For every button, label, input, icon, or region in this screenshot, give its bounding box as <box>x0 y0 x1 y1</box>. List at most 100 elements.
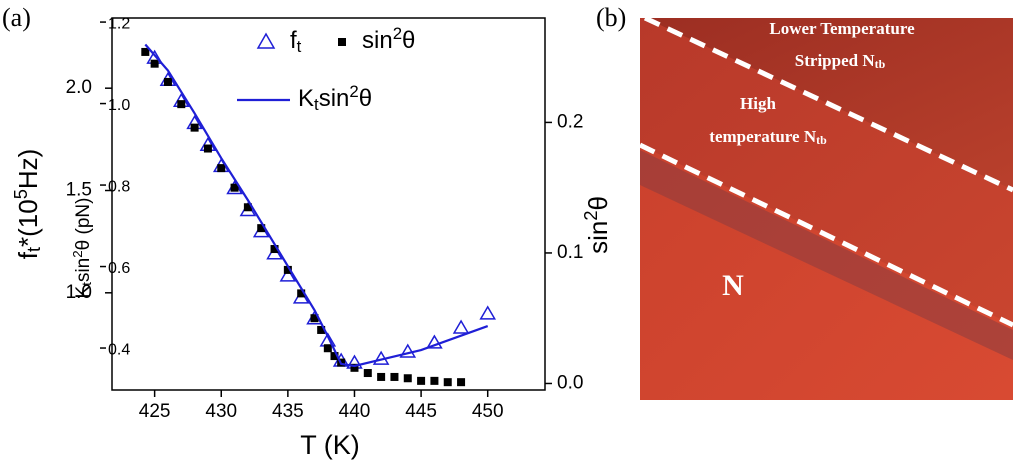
y3-tick-label: 0.4 <box>108 341 130 358</box>
plot: 425 430 435 440 445 450 1.0 1.5 2.0 0.0 0.1 0.2 0.4 0… <box>11 15 613 460</box>
marker <box>430 376 439 385</box>
marker <box>283 265 292 274</box>
marker <box>270 245 279 254</box>
text-segment: tb <box>875 57 886 71</box>
y3-tick-label: 1.2 <box>108 15 130 32</box>
marker <box>230 183 239 192</box>
text-segment: 2 <box>349 82 358 101</box>
marker <box>257 224 266 233</box>
marker <box>350 363 359 372</box>
marker <box>323 344 332 353</box>
marker <box>390 372 399 381</box>
y3-axis-label: Ktsin2θ (pN) <box>70 198 95 299</box>
marker <box>330 352 339 361</box>
legend-label: ft <box>290 27 302 55</box>
marker <box>310 314 319 323</box>
x-tick-label: 450 <box>472 401 504 422</box>
text-segment: θ <box>359 85 372 112</box>
micrograph: Lower Temperature Stripped Ntb High temp… <box>638 15 1013 400</box>
y3-tick-label: 0.8 <box>108 178 130 195</box>
x-tick-label: 445 <box>405 401 437 422</box>
plot-frame <box>111 17 546 391</box>
text-segment: t <box>24 247 44 252</box>
marker <box>203 144 212 153</box>
marker <box>141 47 150 56</box>
marker <box>190 123 199 132</box>
marker <box>417 376 426 385</box>
x-tick-label: 430 <box>205 401 237 422</box>
annotation: Stripped Ntb <box>795 51 886 71</box>
annotation: N <box>722 269 744 302</box>
marker <box>426 334 443 349</box>
y2-tick-label: 0.1 <box>557 242 583 263</box>
text-segment: Stripped N <box>795 51 876 70</box>
marker <box>443 378 452 387</box>
text-segment: K <box>298 85 314 112</box>
legend-label: Ktsin2θ <box>298 82 372 114</box>
text-segment: θ (pN) <box>73 198 94 251</box>
text-segment: t <box>314 95 319 114</box>
marker <box>163 77 172 86</box>
y3-tick-label: 1.0 <box>108 97 130 114</box>
x-tick-label: 425 <box>139 401 171 422</box>
y2-axis-label: sin2θ <box>581 196 613 254</box>
marker <box>479 305 497 320</box>
text-segment: sin <box>73 258 94 282</box>
marker <box>317 325 326 334</box>
text-segment: 2 <box>581 211 601 221</box>
boundary-line <box>643 15 1013 193</box>
text-segment: sin <box>319 85 350 112</box>
y2-tick-label: 0.0 <box>557 372 583 393</box>
marker <box>452 319 470 334</box>
y-tick-label: 1.0 <box>66 282 92 303</box>
text-segment: θ <box>402 27 415 54</box>
text-segment: K <box>73 285 94 298</box>
text-segment: θ <box>583 196 613 210</box>
x-tick-label: 440 <box>339 401 371 422</box>
text-segment: t <box>297 37 302 56</box>
y3-tick-label: 0.6 <box>108 260 130 277</box>
text-segment: *(10 <box>13 199 43 247</box>
y-tick-label: 1.5 <box>66 180 92 201</box>
text-segment: t <box>79 282 94 286</box>
dark-band <box>640 150 1013 360</box>
text-segment: tb <box>816 133 827 147</box>
marker <box>177 100 186 109</box>
marker <box>279 267 297 282</box>
marker <box>150 59 159 68</box>
x-tick-label: 435 <box>272 401 304 422</box>
text-segment: f <box>13 251 43 259</box>
marker <box>217 164 226 173</box>
annotation: temperature Ntb <box>709 127 827 147</box>
text-segment: 5 <box>11 189 31 199</box>
panel-label: (a) <box>2 3 31 32</box>
x-axis-label: T (K) <box>300 430 360 460</box>
marker <box>457 378 466 387</box>
y-axis-label: ft*(105Hz) <box>11 149 44 260</box>
text-segment: 2 <box>70 250 85 257</box>
series <box>144 43 489 368</box>
boundary-line <box>638 142 1013 328</box>
marker <box>297 289 306 298</box>
legend-symbol <box>338 38 346 46</box>
legend-symbol <box>256 32 276 49</box>
y2-tick-label: 0.2 <box>557 111 583 132</box>
text-segment: 2 <box>393 24 402 43</box>
region-low-temperature <box>640 18 1013 190</box>
annotation: High <box>740 94 776 113</box>
annotation: Lower Temperature <box>769 19 915 38</box>
marker <box>399 343 417 358</box>
y-tick-label: 2.0 <box>66 77 92 98</box>
line <box>144 43 489 368</box>
text-segment: sin <box>583 221 613 254</box>
text-segment: Hz) <box>13 149 43 189</box>
marker <box>377 372 386 381</box>
text-segment: temperature N <box>709 127 817 146</box>
panel-label: (b) <box>596 3 626 32</box>
text-segment: f <box>290 27 297 54</box>
marker <box>243 203 252 212</box>
legend-label: sin2θ <box>362 24 415 55</box>
marker <box>363 369 372 378</box>
marker <box>403 374 412 383</box>
